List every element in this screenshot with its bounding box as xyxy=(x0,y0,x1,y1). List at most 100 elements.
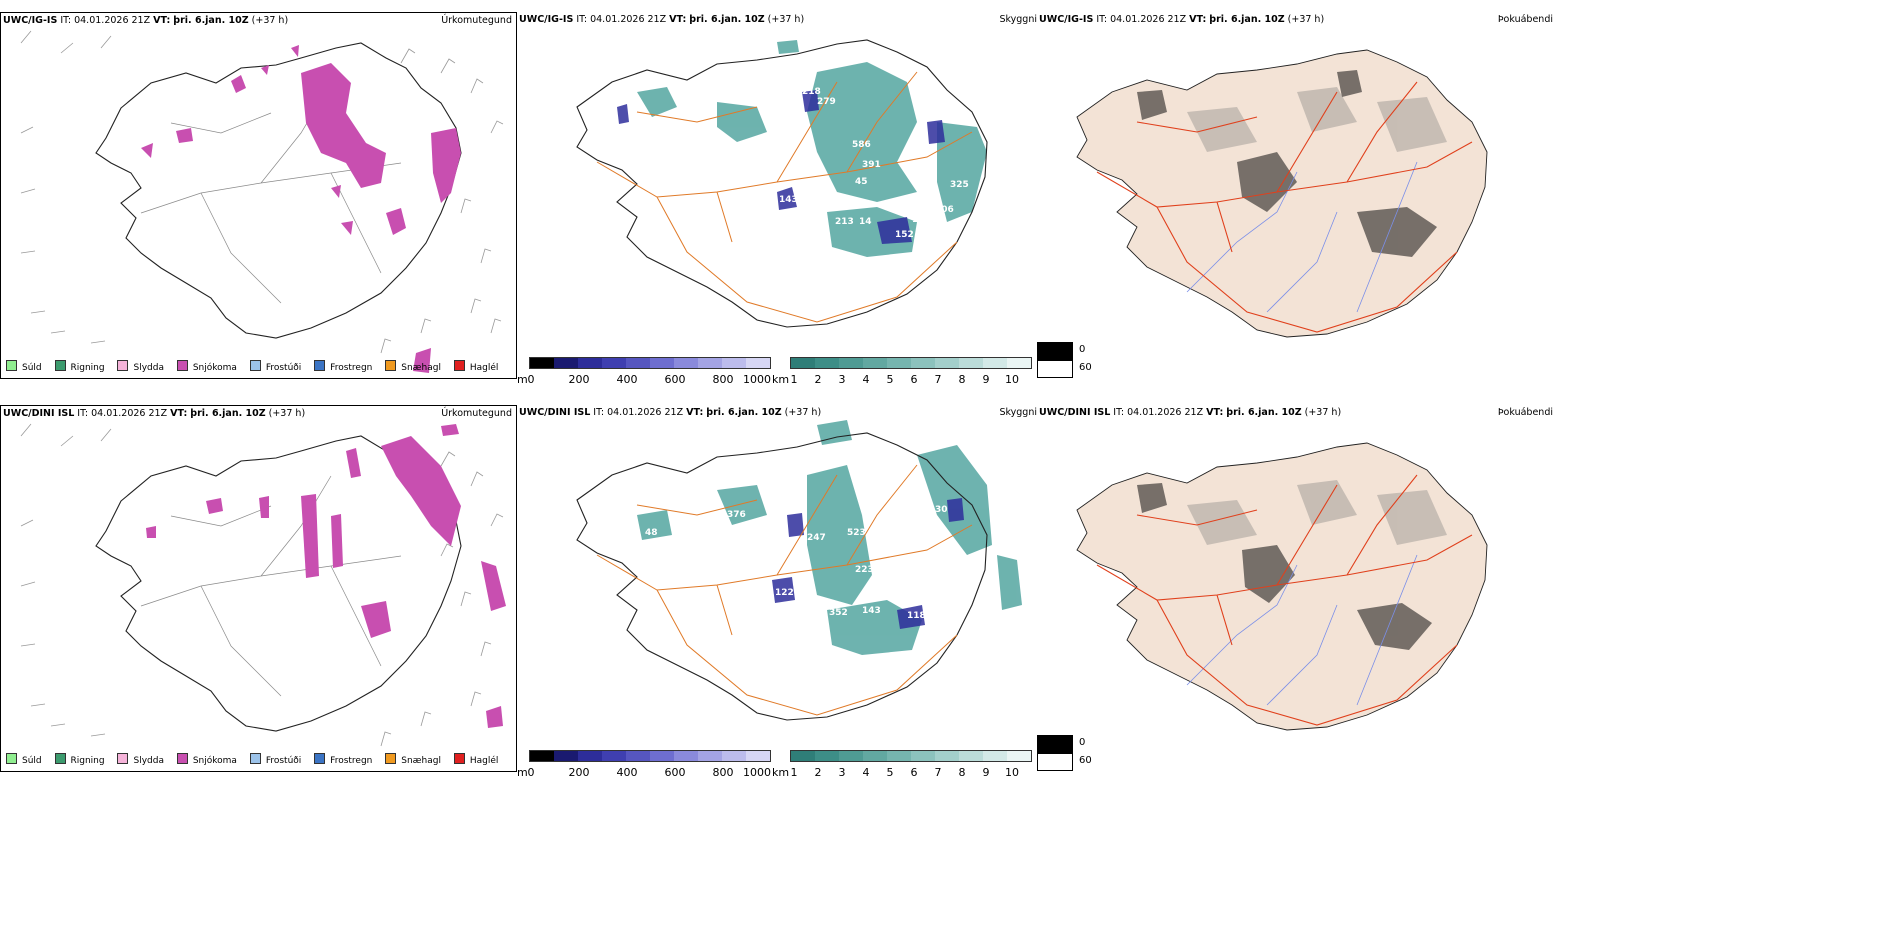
iceland-outline-2 xyxy=(95,435,462,732)
color-step xyxy=(626,751,650,761)
colorbar-tick: 0 xyxy=(527,766,535,779)
colorbar-tick: 1000 xyxy=(743,373,771,386)
cloud-map-2: 376 48 247 523 223 122 352 143 118 30 xyxy=(576,420,1022,721)
legend-swatch xyxy=(6,753,17,764)
rivers-1 xyxy=(1186,161,1418,313)
color-step xyxy=(554,358,578,368)
colorbar-unit: km xyxy=(772,766,790,779)
color-step xyxy=(839,751,863,761)
precip-legend-2: Súld Rigning Slydda Snjókoma Frostúði Fr… xyxy=(6,753,508,766)
colorbar-tick: 10 xyxy=(1005,766,1019,779)
legend-swatch xyxy=(176,753,188,764)
rivers-2 xyxy=(1186,554,1418,706)
cloud-height-label: 14 xyxy=(859,217,872,227)
legend-item-sudl: Súld xyxy=(6,360,42,373)
fog-panel-title-2: Þokuábendi xyxy=(1497,407,1553,418)
panel-header-1: UWC/IG-IS IT: 04.01.2026 21Z VT: þri. 6.… xyxy=(3,15,289,26)
legend-item-frostudi: Frostúði xyxy=(249,753,301,766)
roads-1 xyxy=(140,82,402,304)
colorbar-tick: 2 xyxy=(814,766,822,779)
legend-item-frostudi: Frostúði xyxy=(249,360,301,373)
precip-legend-1: Súld Rigning Slydda Snjókoma Frostúði Fr… xyxy=(6,360,508,373)
color-step xyxy=(674,751,698,761)
legend-item-snaehagl: Snæhagl xyxy=(385,360,441,373)
wind-barbs-1 xyxy=(20,30,504,354)
legend-swatch xyxy=(453,753,465,764)
colorbar-tick: 4 xyxy=(862,766,870,779)
colorbar-height xyxy=(529,750,771,762)
colorbar-visibility xyxy=(790,750,1032,762)
colorbar-tick: 1 xyxy=(790,766,798,779)
low-visibility-areas-1 xyxy=(637,40,987,257)
iceland-outline-1b xyxy=(576,39,988,328)
color-step xyxy=(626,358,650,368)
color-step xyxy=(887,358,911,368)
fog-scale-high: 60 xyxy=(1079,362,1092,373)
colorbar-tick: 10 xyxy=(1005,373,1019,386)
colorbar-tick: 600 xyxy=(664,766,686,779)
precip-panel-title-2: Úrkomutegund xyxy=(441,408,512,419)
color-step xyxy=(698,751,722,761)
fog-scale-box-low xyxy=(1037,342,1073,360)
color-step xyxy=(650,358,674,368)
colorbar-tick: 7 xyxy=(934,766,942,779)
legend-item-snaehagl: Snæhagl xyxy=(385,753,441,766)
cloud-height-label: 213 xyxy=(835,217,854,227)
fog-scale-1: 0 60 xyxy=(1037,342,1097,382)
precip-type-panel-1: UWC/IG-IS IT: 04.01.2026 21Z VT: þri. 6.… xyxy=(0,12,517,379)
cloud-height-label: 30 xyxy=(935,505,948,515)
color-step xyxy=(650,751,674,761)
cloud-vis-panel-2: UWC/DINI ISL IT: 04.01.2026 21Z VT: þri.… xyxy=(517,405,1037,779)
color-step xyxy=(839,358,863,368)
colorbar-unit: m xyxy=(517,766,528,779)
cloud-height-label: 306 xyxy=(935,205,954,215)
cloud-height-colorbar-2: m 0 200 400 600 800 1000 xyxy=(517,750,777,780)
roads-2b xyxy=(596,464,973,716)
legend-item-haglel: Haglél xyxy=(453,360,498,373)
colorbar-tick: 6 xyxy=(910,373,918,386)
legend-swatch xyxy=(54,753,66,764)
colorbar-tick: 800 xyxy=(712,373,734,386)
colorbar-tick: 8 xyxy=(958,373,966,386)
iceland-outline-1 xyxy=(95,42,462,339)
fog-scale-box-high xyxy=(1037,753,1073,771)
legend-item-rigning: Rigning xyxy=(54,360,105,373)
color-step xyxy=(746,358,770,368)
fog-scale-box-high xyxy=(1037,360,1073,378)
colorbar-tick: 3 xyxy=(838,373,846,386)
colorbar-tick: 600 xyxy=(664,373,686,386)
colorbar-tick: 400 xyxy=(616,373,638,386)
color-step xyxy=(863,358,887,368)
cloud-height-label: 143 xyxy=(862,606,881,616)
colorbar-visibility xyxy=(790,357,1032,369)
legend-item-haglel: Haglél xyxy=(453,753,498,766)
colorbar-tick: 200 xyxy=(568,766,590,779)
color-step xyxy=(530,358,554,368)
colorbar-tick: 7 xyxy=(934,373,942,386)
colorbar-tick: 9 xyxy=(982,766,990,779)
color-step xyxy=(983,751,1007,761)
color-step xyxy=(698,358,722,368)
cloud-panel-title-1: Skyggni xyxy=(999,14,1037,25)
precip-panel-title-1: Úrkomutegund xyxy=(441,15,512,26)
color-step xyxy=(530,751,554,761)
cloud-height-label: 122 xyxy=(775,588,794,598)
cloud-height-label: 118 xyxy=(907,611,926,621)
color-step xyxy=(722,751,746,761)
cloud-height-labels-1: 218 279 586 391 143 213 14 152 111 306 3… xyxy=(779,87,969,240)
color-step xyxy=(578,358,602,368)
cloud-height-label: 143 xyxy=(779,195,798,205)
colorbar-tick: 9 xyxy=(982,373,990,386)
legend-item-rigning: Rigning xyxy=(54,753,105,766)
color-step xyxy=(815,751,839,761)
legend-item-slydda: Slydda xyxy=(117,360,164,373)
fog-roads-1 xyxy=(1096,81,1473,333)
colorbar-tick: 0 xyxy=(527,373,535,386)
panel-header-1b: UWC/IG-IS IT: 04.01.2026 21Z VT: þri. 6.… xyxy=(519,14,805,25)
legend-swatch xyxy=(176,360,188,371)
colorbar-tick: 5 xyxy=(886,373,894,386)
legend-item-frostregn: Frostregn xyxy=(314,360,372,373)
panel-header-1c: UWC/IG-IS IT: 04.01.2026 21Z VT: þri. 6.… xyxy=(1039,14,1325,25)
legend-swatch xyxy=(314,753,326,764)
cloud-height-label: 376 xyxy=(727,510,746,520)
